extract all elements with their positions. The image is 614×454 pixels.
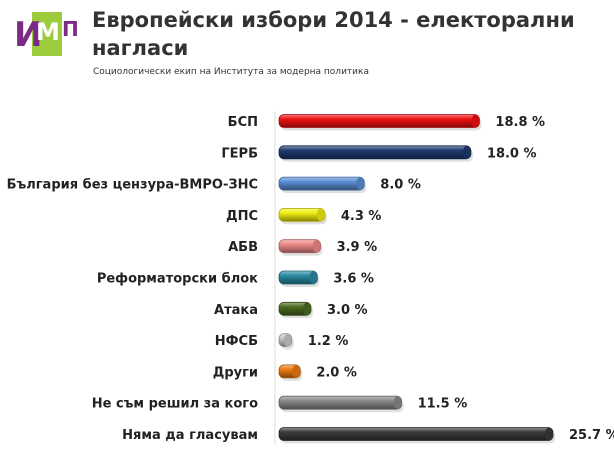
category-label: ГЕРБ: [221, 146, 258, 161]
page-title: Европейски избори 2014 - електорални наг…: [92, 8, 575, 60]
bar: [278, 395, 403, 410]
category-label: ДПС: [226, 209, 258, 224]
value-label: 2.0 %: [316, 365, 357, 380]
bar: [278, 427, 554, 441]
category-label: АБВ: [228, 240, 258, 255]
bar-end-cap: [309, 271, 318, 284]
value-label: 3.0 %: [327, 303, 368, 318]
logo-green-block: [32, 12, 62, 56]
bar-end-cap: [462, 145, 471, 159]
value-label: 1.2 %: [308, 334, 349, 349]
bar: [278, 145, 472, 160]
bar: [278, 176, 365, 191]
institute-logo: И М П: [14, 12, 78, 56]
bar-end-cap: [545, 427, 553, 441]
logo-letter-m: М: [36, 18, 60, 46]
logo-letter-i: И: [14, 15, 42, 55]
logo-letter-p: П: [62, 17, 78, 41]
value-label: 18.8 %: [495, 115, 545, 130]
bar-end-cap: [316, 208, 325, 222]
bar: [278, 114, 480, 128]
category-label: Няма да гласувам: [122, 428, 258, 443]
category-label: БСП: [228, 115, 258, 130]
category-label: НФСБ: [215, 334, 258, 349]
value-label: 11.5 %: [418, 397, 468, 412]
bar-end-cap: [471, 114, 480, 128]
category-label: България без цензура-ВМРО-ЗНС: [7, 178, 258, 193]
value-label: 18.0 %: [487, 146, 537, 161]
value-label: 25.7 %: [569, 428, 614, 443]
category-label: Реформаторски блок: [97, 272, 258, 287]
category-label: Не съм решил за кого: [92, 397, 258, 412]
category-label: Атака: [214, 303, 258, 318]
value-label: 3.9 %: [337, 240, 378, 255]
value-label: 3.6 %: [333, 272, 374, 287]
bar-end-cap: [292, 364, 301, 378]
bar-end-cap: [356, 177, 365, 191]
bar-end-cap: [393, 396, 402, 410]
category-label: Други: [213, 365, 258, 380]
bar-end-cap: [283, 333, 292, 347]
value-label: 8.0 %: [380, 178, 421, 193]
bar-end-cap: [302, 302, 311, 316]
bar-end-cap: [312, 239, 321, 253]
page-subtitle: Социологически екип на Института за моде…: [93, 67, 369, 77]
value-label: 4.3 %: [341, 209, 382, 224]
